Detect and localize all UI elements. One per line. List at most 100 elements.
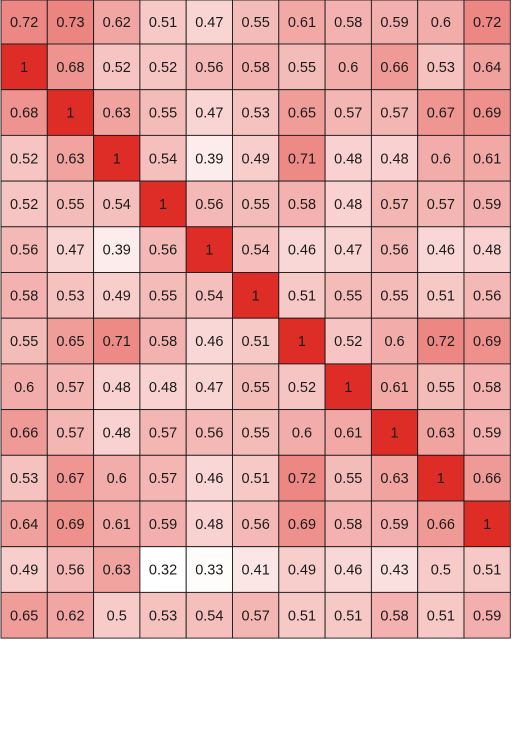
heatmap-cell-label-r0-c0: 0.72 [10, 15, 38, 31]
heatmap-cell-label-r7-c9: 0.72 [427, 334, 455, 350]
heatmap-cell-label-r12-c3: 0.32 [149, 563, 177, 579]
heatmap-cell-r2-c1 [46, 89, 95, 136]
heatmap-cell-label-r5-c8: 0.56 [380, 243, 408, 259]
heatmap-cell-label-r3-c6: 0.71 [288, 151, 316, 167]
heatmap-cell-r8-c9 [417, 363, 465, 411]
heatmap-cell-label-r5-c10: 0.48 [473, 243, 501, 259]
heatmap-cell-r7-c0 [0, 317, 48, 365]
heatmap-cell-label-r0-c4: 0.47 [195, 15, 223, 31]
heatmap-cell-label-r5-c3: 0.56 [149, 243, 177, 259]
heatmap-cell-r3-c3 [139, 134, 187, 182]
heatmap-cell-r10-c3 [139, 454, 187, 502]
heatmap-cell-r2-c7 [324, 89, 372, 136]
heatmap-cell-r5-c10 [463, 226, 511, 273]
heatmap-cell-r9-c5 [232, 409, 280, 456]
heatmap-cell-label-r4-c3: 1 [159, 197, 167, 213]
heatmap-cell-label-r4-c6: 0.58 [288, 197, 316, 213]
heatmap-cell-label-r5-c7: 0.47 [334, 243, 362, 259]
heatmap-cell-label-r0-c1: 0.73 [56, 15, 84, 31]
heatmap-cell-r4-c4 [185, 180, 233, 228]
heatmap-cell-label-r13-c5: 0.57 [242, 608, 270, 624]
heatmap-cell-r3-c7 [324, 134, 372, 182]
heatmap-cell-label-r8-c10: 0.58 [473, 380, 501, 396]
heatmap-cell-r4-c2 [93, 180, 141, 228]
heatmap-cell-label-r11-c6: 0.69 [288, 517, 316, 533]
heatmap-cell-label-r6-c1: 0.53 [56, 288, 84, 304]
heatmap-cell-r4-c6 [278, 180, 326, 228]
heatmap-cell-label-r6-c3: 0.55 [149, 288, 177, 304]
heatmap-cell-r10-c1 [46, 454, 95, 502]
heatmap-cell-label-r11-c0: 0.64 [10, 517, 38, 533]
heatmap-cell-label-r10-c3: 0.57 [149, 471, 177, 487]
heatmap-cell-label-r3-c4: 0.39 [195, 151, 223, 167]
heatmap-cell-label-r0-c7: 0.58 [334, 15, 362, 31]
heatmap-cell-r0-c2 [93, 0, 141, 45]
heatmap-cell-r9-c2 [93, 409, 141, 456]
heatmap-cell-r13-c1 [46, 591, 95, 639]
heatmap-cell-r4-c5 [232, 180, 280, 228]
heatmap-cell-label-r12-c7: 0.46 [334, 563, 362, 579]
heatmap-cell-label-r1-c10: 0.64 [473, 60, 501, 76]
heatmap-cell-r1-c10 [463, 43, 511, 91]
heatmap-cell-r2-c5 [232, 89, 280, 136]
heatmap-cell-label-r1-c1: 0.68 [56, 60, 84, 76]
heatmap-cell-r0-c1 [46, 0, 95, 45]
heatmap-cell-r9-c4 [185, 409, 233, 456]
heatmap-cell-r13-c2 [93, 591, 141, 639]
heatmap-cell-r0-c5 [232, 0, 280, 45]
heatmap-cell-r11-c1 [46, 500, 95, 548]
heatmap-cell-label-r2-c6: 0.65 [288, 106, 316, 122]
heatmap-cell-label-r7-c2: 0.71 [103, 334, 131, 350]
heatmap-cell-label-r7-c10: 0.69 [473, 334, 501, 350]
heatmap-cell-r6-c6 [278, 272, 326, 319]
heatmap-cell-label-r6-c5: 1 [252, 288, 260, 304]
heatmap-cell-label-r0-c3: 0.51 [149, 15, 177, 31]
heatmap-cell-label-r8-c1: 0.57 [56, 380, 84, 396]
heatmap-cell-label-r7-c5: 0.51 [242, 334, 270, 350]
heatmap-cell-label-r12-c5: 0.41 [242, 563, 270, 579]
heatmap-cell-r11-c2 [93, 500, 141, 548]
heatmap-cell-label-r13-c1: 0.62 [56, 608, 84, 624]
heatmap-cell-r9-c1 [46, 409, 95, 456]
heatmap-cell-label-r9-c7: 0.61 [334, 425, 362, 441]
heatmap-cell-label-r7-c8: 0.6 [384, 334, 404, 350]
heatmap-cell-r3-c6 [278, 134, 326, 182]
heatmap-cell-r7-c8 [370, 317, 419, 365]
heatmap-cell-label-r1-c5: 0.58 [242, 60, 270, 76]
heatmap-cell-r11-c5 [232, 500, 280, 548]
heatmap-cell-label-r3-c1: 0.63 [56, 151, 84, 167]
heatmap-cell-label-r1-c0: 1 [20, 60, 28, 76]
heatmap-cell-label-r6-c7: 0.55 [334, 288, 362, 304]
heatmap-cell-label-r9-c9: 0.63 [427, 425, 455, 441]
heatmap-cell-r5-c1 [46, 226, 95, 273]
heatmap-cell-label-r10-c10: 0.66 [473, 471, 501, 487]
heatmap-cell-r9-c10 [463, 409, 511, 456]
heatmap-cell-label-r9-c1: 0.57 [56, 425, 84, 441]
heatmap-cell-r13-c8 [370, 591, 419, 639]
heatmap-cell-r8-c3 [139, 363, 187, 411]
heatmap-cell-r13-c7 [324, 591, 372, 639]
heatmap-cell-r0-c6 [278, 0, 326, 45]
heatmap-cell-r10-c8 [370, 454, 419, 502]
heatmap-cell-label-r7-c0: 0.55 [10, 334, 38, 350]
heatmap-cell-label-r2-c10: 0.69 [473, 106, 501, 122]
heatmap-cell-r6-c7 [324, 272, 372, 319]
heatmap-cell-label-r13-c2: 0.5 [107, 608, 127, 624]
heatmap-cell-r6-c1 [46, 272, 95, 319]
heatmap-cell-label-r8-c5: 0.55 [242, 380, 270, 396]
heatmap-cell-label-r10-c9: 1 [437, 471, 445, 487]
heatmap-cell-r13-c5 [232, 591, 280, 639]
heatmap-cell-label-r5-c1: 0.47 [56, 243, 84, 259]
heatmap-cell-label-r10-c6: 0.72 [288, 471, 316, 487]
heatmap-cell-label-r4-c5: 0.55 [242, 197, 270, 213]
heatmap-cell-r13-c10 [463, 591, 511, 639]
heatmap-cell-label-r12-c6: 0.49 [288, 563, 316, 579]
heatmap-cell-r0-c10 [463, 0, 511, 45]
heatmap-cell-label-r5-c2: 0.39 [103, 243, 131, 259]
heatmap-cell-label-r9-c4: 0.56 [195, 425, 223, 441]
heatmap-cell-label-r6-c0: 0.58 [10, 288, 38, 304]
heatmap-cell-label-r13-c7: 0.51 [334, 608, 362, 624]
heatmap-cell-r4-c0 [0, 180, 48, 228]
heatmap-cell-r1-c9 [417, 43, 465, 91]
